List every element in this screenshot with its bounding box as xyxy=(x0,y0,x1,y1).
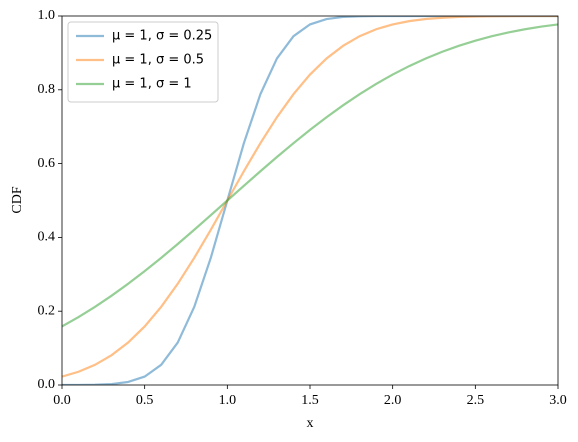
x-tick-label: 3.0 xyxy=(549,393,567,408)
series-line xyxy=(62,16,558,378)
y-tick-label: 1.0 xyxy=(38,8,56,23)
y-axis-label: CDF xyxy=(10,186,25,213)
x-tick-label: 1.0 xyxy=(219,393,237,408)
y-tick-label: 0.6 xyxy=(38,156,56,171)
y-tick-label: 0.4 xyxy=(38,230,56,245)
y-tick-label: 0.8 xyxy=(38,82,56,97)
x-tick-label: 1.5 xyxy=(301,393,319,408)
legend-label: μ = 1, σ = 0.5 xyxy=(112,53,204,68)
y-tick-label: 0.2 xyxy=(38,303,56,318)
series-line xyxy=(62,23,558,328)
series-line xyxy=(62,16,558,385)
plot-frame xyxy=(61,15,559,386)
x-axis-label: x xyxy=(307,416,314,431)
x-tick-label: 0.5 xyxy=(136,393,154,408)
x-tick-label: 2.5 xyxy=(467,393,485,408)
legend-label: μ = 1, σ = 1 xyxy=(112,77,192,92)
x-tick-label: 2.0 xyxy=(384,393,402,408)
legend-label: μ = 1, σ = 0.25 xyxy=(112,29,212,44)
x-tick-label: 0.0 xyxy=(53,393,71,408)
y-tick-label: 0.0 xyxy=(38,377,56,392)
legend-box xyxy=(67,21,219,103)
